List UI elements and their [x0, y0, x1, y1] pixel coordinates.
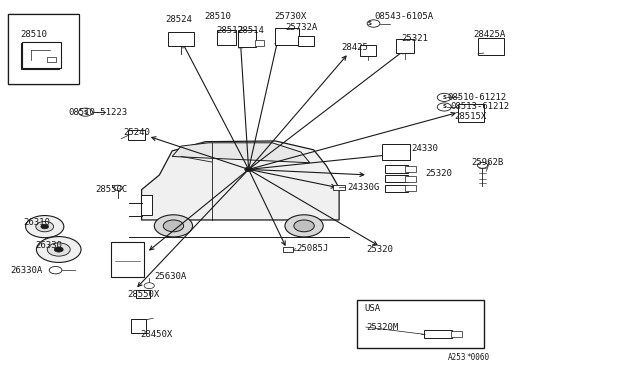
Text: 25730X: 25730X — [274, 12, 307, 21]
Text: 25630A: 25630A — [154, 272, 187, 281]
Polygon shape — [141, 141, 339, 220]
Text: 08510-51223: 08510-51223 — [68, 108, 127, 117]
Text: 25320: 25320 — [426, 169, 452, 177]
Bar — [404, 185, 416, 191]
Circle shape — [113, 185, 122, 190]
Bar — [298, 36, 314, 46]
Text: 24330: 24330 — [412, 144, 438, 153]
Bar — [396, 39, 414, 54]
Text: 25085J: 25085J — [296, 244, 329, 253]
Circle shape — [367, 20, 380, 27]
Circle shape — [154, 215, 193, 237]
Text: 25320: 25320 — [367, 245, 394, 254]
Text: A253: A253 — [447, 353, 466, 362]
Text: S: S — [442, 95, 446, 100]
Bar — [168, 32, 194, 46]
Text: 08513-61212: 08513-61212 — [450, 103, 509, 112]
Bar — [127, 130, 145, 140]
Circle shape — [79, 108, 93, 116]
Text: USA: USA — [365, 304, 381, 313]
Circle shape — [437, 93, 451, 102]
Bar — [44, 61, 52, 64]
Bar — [451, 331, 462, 337]
Text: 25320M: 25320M — [366, 323, 398, 331]
Text: S: S — [442, 105, 446, 109]
Text: 28514: 28514 — [237, 26, 264, 35]
Bar — [131, 319, 146, 333]
Circle shape — [294, 220, 314, 232]
Text: S: S — [83, 110, 88, 115]
Bar — [404, 166, 416, 172]
Bar — [385, 185, 408, 192]
Bar — [20, 44, 59, 68]
Text: 28510: 28510 — [204, 12, 231, 21]
Text: 25732A: 25732A — [285, 23, 317, 32]
Bar — [385, 175, 408, 182]
Bar — [141, 195, 152, 215]
Bar — [275, 28, 299, 45]
Bar — [478, 38, 504, 55]
Text: 28550X: 28550X — [127, 291, 160, 299]
Text: 28450X: 28450X — [140, 330, 173, 339]
Circle shape — [26, 215, 64, 238]
Circle shape — [163, 220, 184, 232]
Polygon shape — [172, 143, 310, 163]
Bar — [8, 14, 78, 84]
Text: 26310: 26310 — [23, 218, 50, 227]
Bar — [136, 290, 150, 298]
Circle shape — [477, 162, 488, 168]
Bar — [404, 176, 416, 182]
Bar — [22, 42, 61, 68]
Text: 28515X: 28515X — [454, 112, 486, 121]
Bar — [357, 300, 484, 348]
Text: 26330: 26330 — [35, 241, 62, 250]
Text: 28425: 28425 — [342, 43, 369, 52]
Bar — [217, 30, 236, 45]
Bar — [8, 13, 79, 84]
Circle shape — [285, 215, 323, 237]
Circle shape — [144, 283, 154, 289]
Text: S: S — [368, 21, 372, 26]
Text: 25962B: 25962B — [472, 158, 504, 167]
Circle shape — [437, 103, 451, 111]
Text: 25240: 25240 — [124, 128, 150, 137]
Bar — [333, 185, 345, 190]
Text: 28550C: 28550C — [96, 185, 128, 194]
Bar — [360, 45, 376, 56]
Bar — [383, 144, 410, 160]
Circle shape — [245, 167, 252, 171]
Circle shape — [41, 224, 49, 229]
Bar — [238, 30, 255, 46]
Text: 24330G: 24330G — [348, 183, 380, 192]
Bar — [283, 247, 293, 252]
Text: 25321: 25321 — [401, 34, 428, 43]
Text: 28524: 28524 — [166, 15, 193, 24]
Text: 26330A: 26330A — [10, 266, 42, 275]
Bar — [385, 165, 408, 173]
Circle shape — [36, 221, 54, 232]
Bar — [255, 40, 264, 46]
Text: *0060: *0060 — [467, 353, 490, 362]
Text: 08510-61212: 08510-61212 — [447, 93, 507, 102]
Text: 08543-6105A: 08543-6105A — [374, 12, 433, 22]
Circle shape — [47, 243, 70, 256]
Text: 28512: 28512 — [217, 26, 244, 35]
Circle shape — [49, 266, 62, 274]
Circle shape — [36, 237, 81, 262]
Bar — [111, 242, 144, 278]
Bar — [424, 330, 452, 339]
Bar — [47, 57, 56, 62]
Text: 28425A: 28425A — [473, 30, 505, 39]
Text: 28510: 28510 — [20, 30, 47, 39]
Bar — [458, 104, 484, 122]
Circle shape — [54, 247, 63, 252]
